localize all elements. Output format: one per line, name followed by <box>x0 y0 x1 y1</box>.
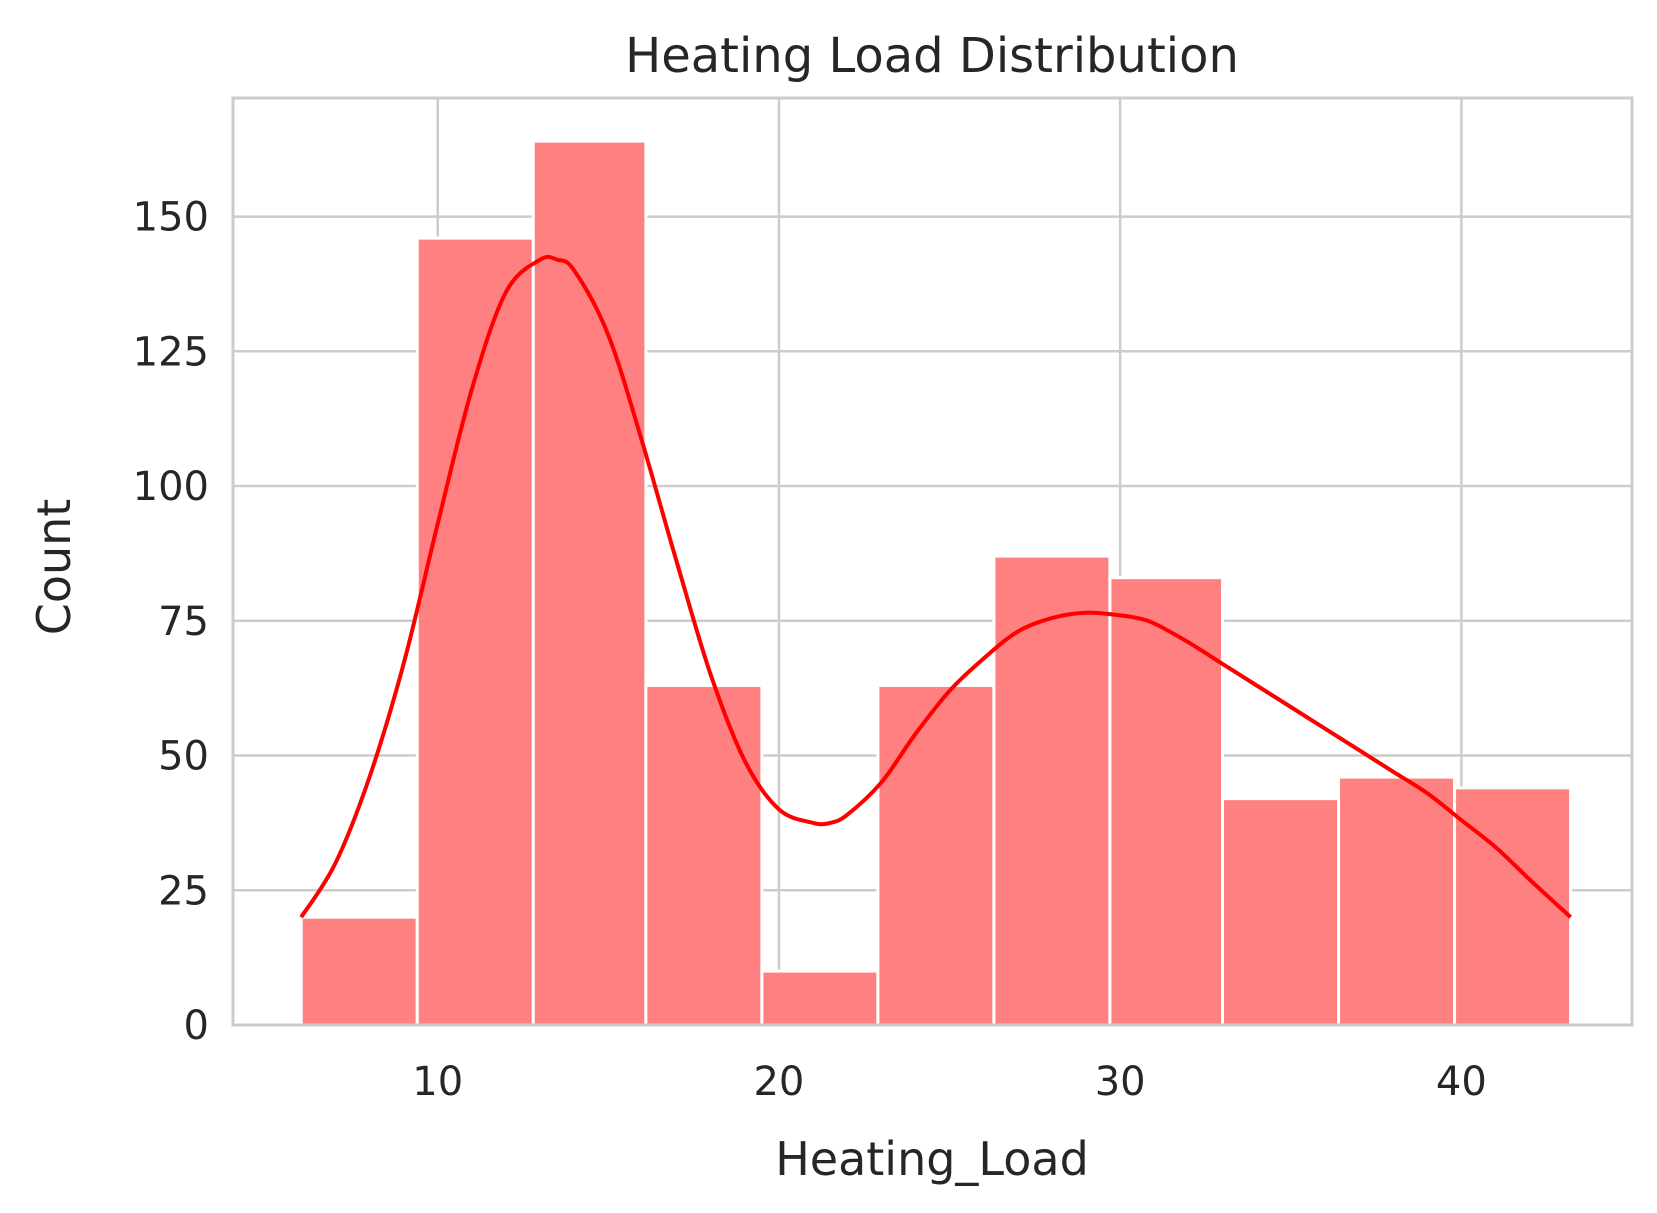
x-tick-label: 40 <box>1436 1059 1487 1105</box>
y-tick-labels: 0 25 50 75 100 125 150 <box>133 195 209 1049</box>
histogram-bar <box>1108 576 1225 1027</box>
y-tick-label: 125 <box>133 329 209 375</box>
histogram-bar <box>644 683 764 1027</box>
y-tick-label: 25 <box>158 868 209 914</box>
histogram-bar <box>1453 786 1573 1027</box>
histogram-bar <box>299 915 419 1027</box>
x-tick-label: 20 <box>753 1059 804 1105</box>
y-tick-label: 100 <box>133 464 209 510</box>
y-tick-label: 0 <box>184 1003 209 1049</box>
kde-curve <box>299 254 1572 919</box>
histogram-bar <box>760 969 880 1027</box>
y-tick-label: 50 <box>158 734 209 780</box>
histogram-bar <box>415 236 535 1027</box>
histogram-bars <box>299 139 1573 1027</box>
histogram-bar <box>531 139 648 1027</box>
y-tick-label: 75 <box>158 599 209 645</box>
x-tick-label: 10 <box>412 1059 463 1105</box>
histogram-bar <box>1337 775 1457 1027</box>
chart-title: Heating Load Distribution <box>625 28 1239 84</box>
plot-frame <box>231 96 1634 1027</box>
x-tick-label: 30 <box>1095 1059 1146 1105</box>
y-axis-label: Count <box>27 499 81 636</box>
y-tick-label: 150 <box>133 195 209 241</box>
histogram-bar <box>992 554 1112 1027</box>
x-tick-labels: 10 20 30 40 <box>412 1059 1487 1105</box>
histogram-bar <box>1221 797 1341 1027</box>
x-axis-label: Heating_Load <box>775 1132 1089 1186</box>
histogram-bar <box>876 683 996 1027</box>
